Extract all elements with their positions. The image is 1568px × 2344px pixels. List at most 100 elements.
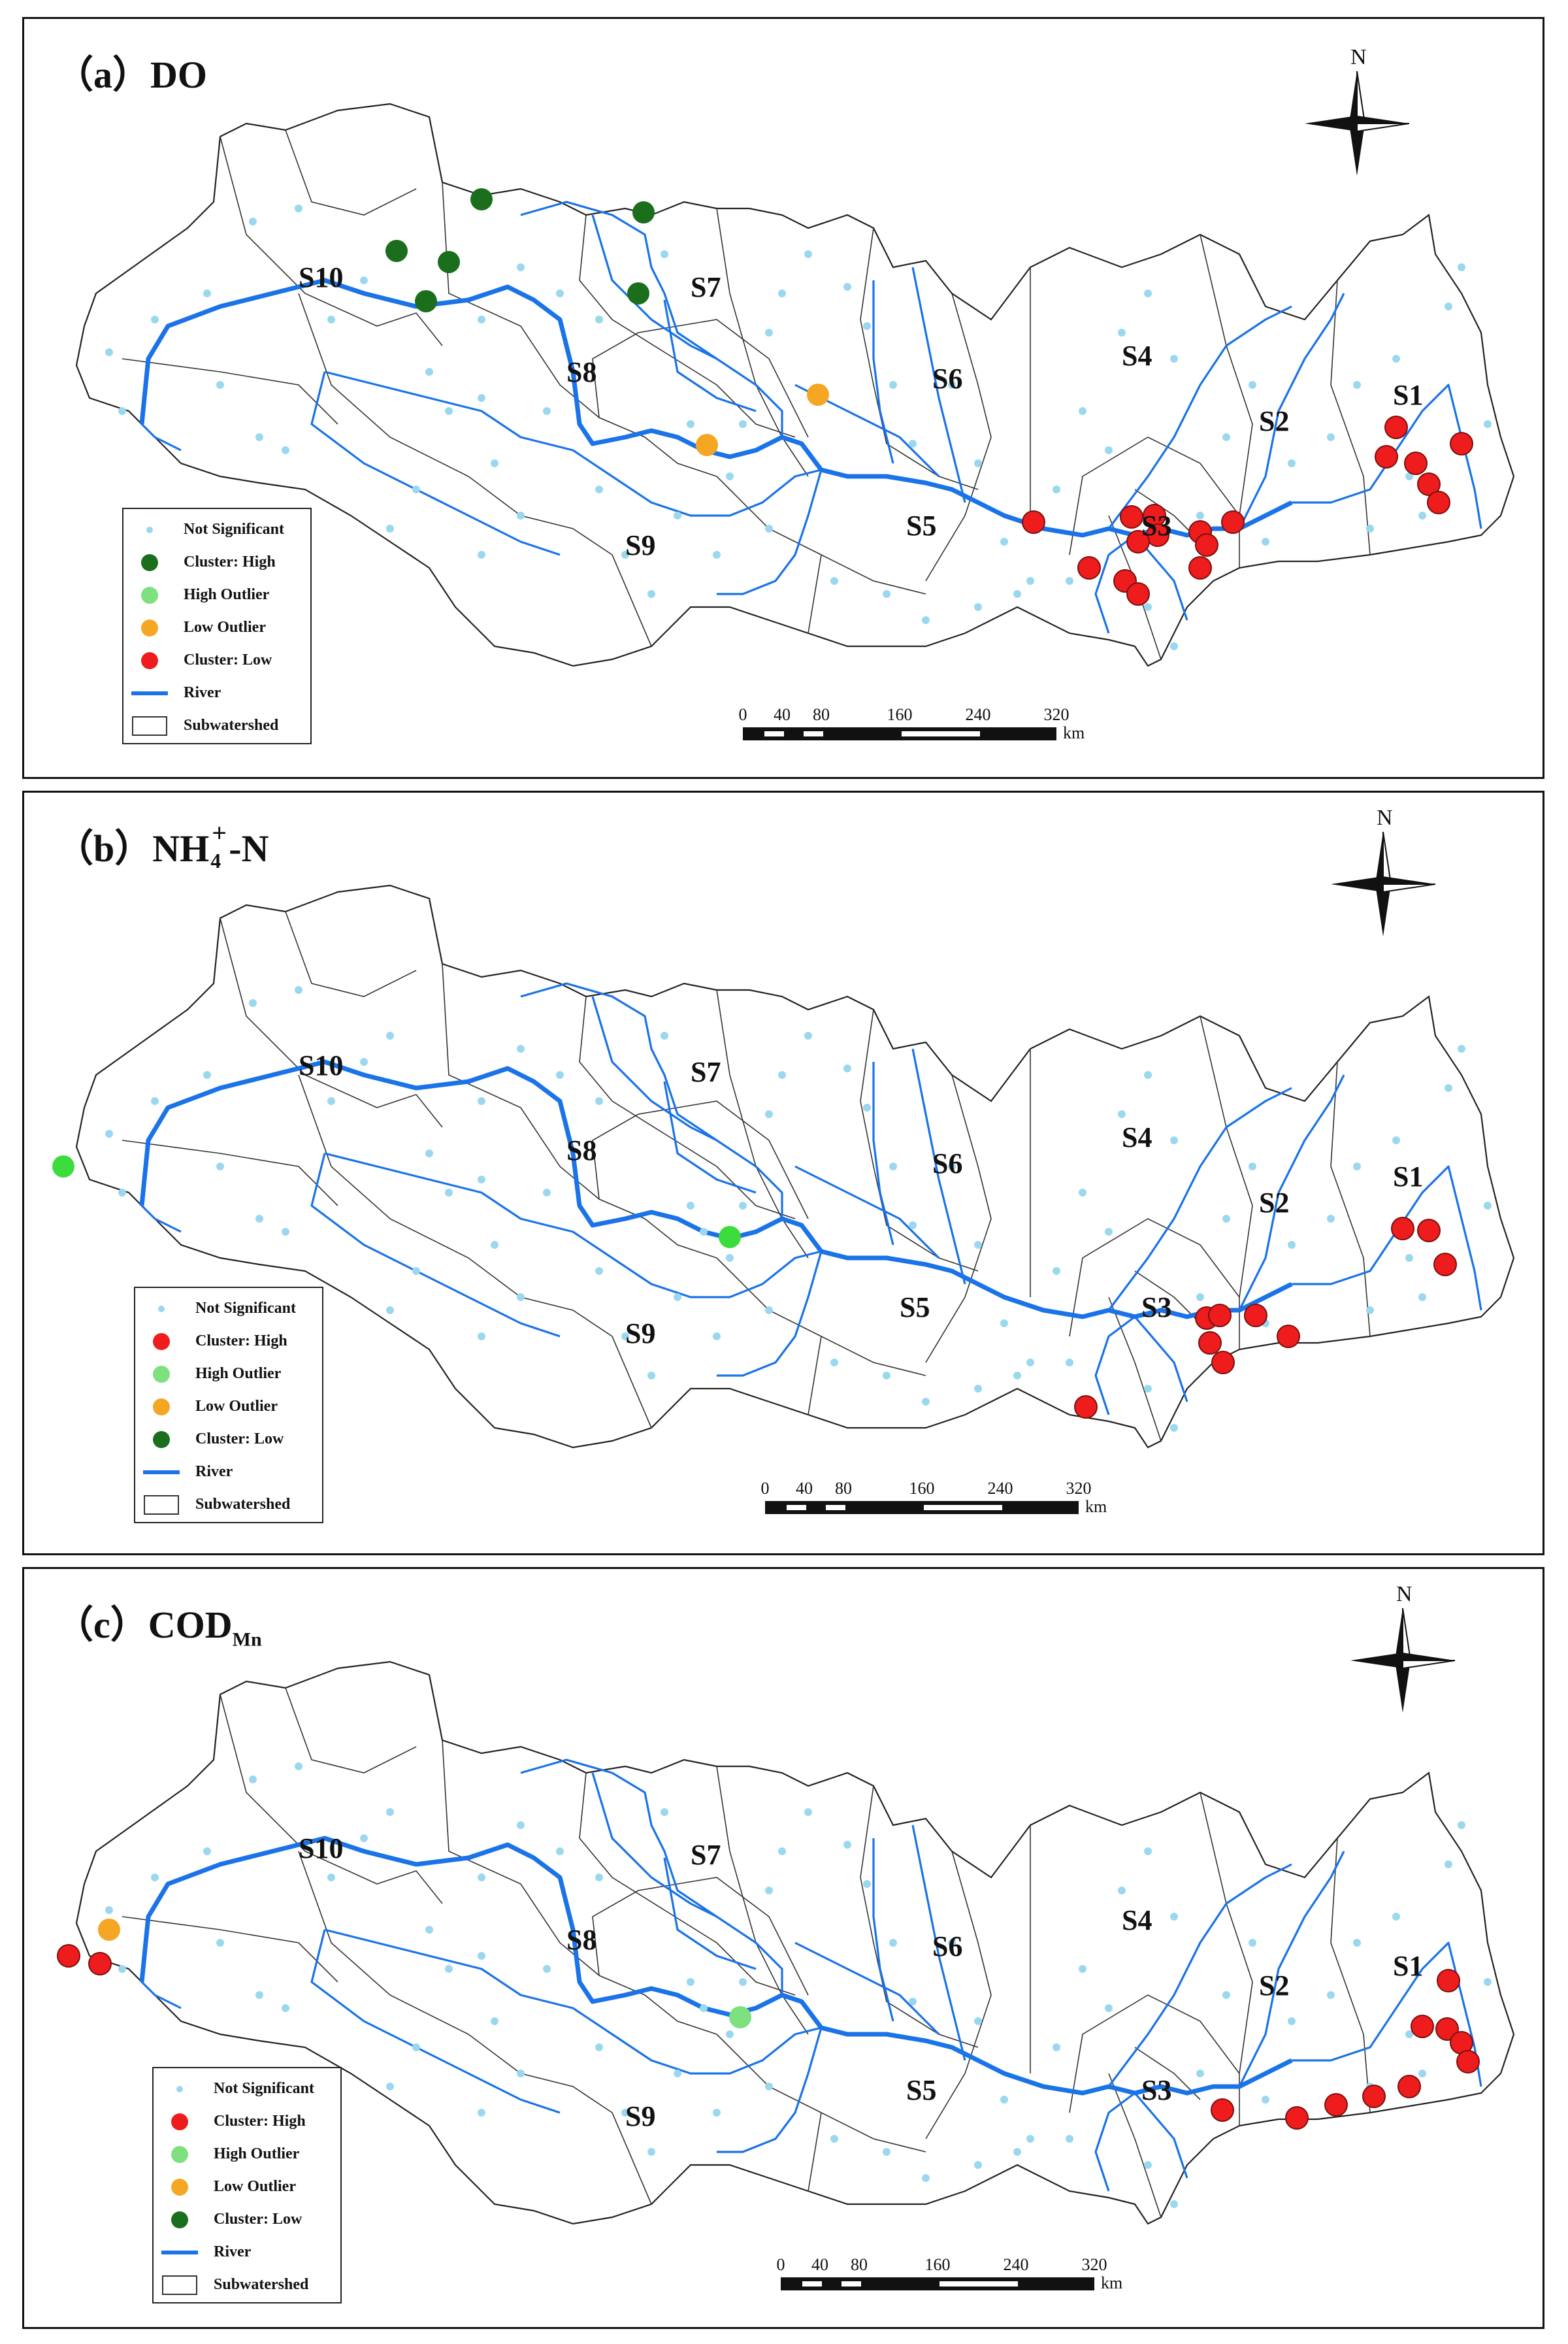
legend-item: Cluster: High [123, 546, 310, 580]
map-panel-nh4n: S10 S8 S7 S6 S5 S4 S3 S2 S1 S9 （b）NH +4 -N N Not Si… [22, 791, 1544, 1555]
subwatershed-label: S1 [1393, 1161, 1423, 1193]
site-not-significant [216, 381, 224, 389]
site-not-significant [974, 1241, 982, 1249]
scale-tick-label: 240 [987, 1479, 1013, 1498]
subwatershed-boundary [220, 136, 443, 346]
legend-item: Low Outlier [123, 611, 310, 645]
site-not-significant [255, 433, 263, 441]
site-not-significant [974, 2017, 982, 2025]
site-not-significant [1144, 1071, 1152, 1079]
site-not-significant [621, 2109, 629, 2117]
site-not-significant [765, 1887, 773, 1894]
river-tributary [1094, 2092, 1135, 2192]
site-not-significant [595, 486, 603, 493]
site-not-significant [948, 381, 956, 389]
site-significant [1285, 2106, 1309, 2130]
site-not-significant [1418, 2070, 1426, 2077]
scale-tick-label: 80 [835, 1479, 852, 1498]
scale-tick-label: 160 [924, 2255, 951, 2274]
site-not-significant [151, 1874, 159, 1881]
site-not-significant [216, 1939, 224, 1947]
site-not-significant [713, 1332, 721, 1340]
site-not-significant [739, 1202, 747, 1210]
site-not-significant [1196, 2070, 1204, 2077]
site-significant [1435, 2017, 1459, 2041]
river-tributary [794, 1165, 940, 1259]
subwatershed-label: S7 [691, 1839, 721, 1871]
site-not-significant [151, 316, 159, 323]
site-significant [1077, 556, 1101, 580]
site-not-significant [1105, 1228, 1113, 1236]
site-not-significant [909, 1998, 917, 2006]
site-not-significant [922, 616, 930, 624]
legend-symbol [142, 1428, 181, 1451]
legend-label: River [184, 684, 221, 701]
legend-symbol [142, 1461, 181, 1484]
site-not-significant [1458, 263, 1465, 271]
legend-label: Not Significant [195, 1300, 297, 1317]
subwatershed-label: S6 [932, 363, 962, 395]
site-not-significant [1170, 1424, 1178, 1432]
legend-symbol [130, 714, 169, 738]
site-not-significant [765, 1110, 773, 1118]
subwatershed-label: S3 [1141, 510, 1171, 542]
site-not-significant [1066, 2135, 1073, 2143]
site-not-significant [412, 1267, 420, 1275]
site-not-significant [1353, 1163, 1361, 1170]
subwatershed-label: S2 [1259, 1187, 1289, 1219]
north-arrow: N [1305, 45, 1409, 176]
site-not-significant [830, 1359, 838, 1366]
site-not-significant [1484, 420, 1492, 428]
river-tributary [663, 1857, 757, 1970]
subwatershed-boundary [285, 911, 417, 997]
site-not-significant [203, 1847, 211, 1855]
site-not-significant [889, 381, 897, 389]
site-not-significant [647, 590, 655, 598]
site-not-significant [1144, 1847, 1152, 1855]
legend-label: River [214, 2243, 252, 2260]
site-not-significant [595, 1267, 603, 1275]
subwatershed-label: S8 [566, 1134, 596, 1166]
site-not-significant [765, 2083, 773, 2090]
site-not-significant [713, 551, 721, 559]
site-not-significant [1327, 433, 1335, 441]
site-not-significant [478, 551, 485, 559]
site-not-significant [1222, 1991, 1230, 1999]
scale-tick-label: 160 [909, 1479, 935, 1498]
site-not-significant [282, 1228, 289, 1236]
site-not-significant [1053, 486, 1060, 493]
scale-tick-label: 320 [1043, 705, 1070, 724]
site-significant [470, 188, 493, 210]
site-not-significant [700, 2004, 708, 2012]
map-panel-do: S10 S8 S7 S6 S5 S4 S3 S2 S1 S9 （a）DO N Not Signif… [22, 17, 1544, 779]
site-not-significant [556, 1071, 564, 1079]
site-not-significant [883, 1372, 890, 1379]
site-not-significant [386, 525, 394, 533]
site-not-significant [778, 1847, 786, 1855]
legend-label: Low Outlier [184, 619, 266, 636]
site-not-significant [1196, 1293, 1204, 1301]
site-not-significant [425, 1149, 433, 1157]
subwatershed-boundary [1200, 1792, 1253, 2126]
site-not-significant [1249, 1939, 1256, 1947]
site-not-significant [843, 1065, 851, 1072]
site-significant [1195, 533, 1218, 557]
scale-bar-graphic [781, 2277, 1094, 2290]
site-not-significant [412, 486, 420, 493]
site-significant [1391, 1217, 1414, 1240]
site-not-significant [491, 2017, 498, 2025]
site-not-significant [1445, 303, 1452, 310]
river-tributary [1292, 1165, 1482, 1311]
site-not-significant [726, 472, 734, 480]
site-not-significant [948, 1939, 956, 1947]
site-not-significant [726, 2030, 734, 2038]
legend-symbol [160, 2208, 199, 2232]
legend-label: Not Significant [184, 521, 285, 538]
site-not-significant [883, 590, 890, 598]
site-not-significant [327, 1874, 335, 1881]
site-significant [1244, 1304, 1267, 1327]
legend-label: Not Significant [214, 2080, 315, 2097]
site-significant [88, 1952, 112, 1975]
site-not-significant [647, 2148, 655, 2156]
site-significant [1211, 1351, 1235, 1374]
